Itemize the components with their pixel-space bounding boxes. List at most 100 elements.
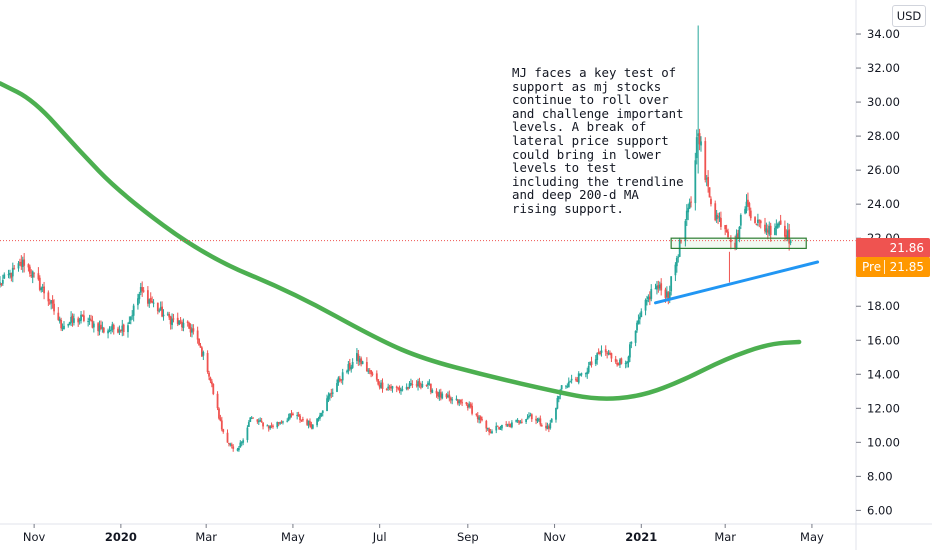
y-tick-label: 10.00 (867, 435, 900, 449)
candle-body (515, 420, 518, 422)
candle-body (142, 290, 145, 292)
candle-body (179, 321, 182, 323)
candle-body (574, 378, 577, 380)
candle-body (259, 419, 262, 422)
candle-body (644, 299, 647, 311)
candle-body (466, 404, 469, 408)
candle-body (128, 321, 131, 324)
candle-body (196, 330, 199, 340)
y-tick-label: 28.00 (867, 129, 900, 143)
candle-body (171, 318, 173, 326)
candle-body (488, 428, 491, 433)
candle-body (569, 381, 572, 383)
candle-body (624, 363, 627, 365)
candle-body (459, 399, 462, 403)
candle-body (347, 364, 350, 372)
candle-body (587, 366, 590, 373)
candle-body (292, 413, 294, 415)
candle-body (620, 358, 623, 364)
candle-body (438, 391, 441, 398)
candle-body (360, 358, 363, 365)
candle-body (600, 350, 603, 353)
candle-body (152, 302, 155, 304)
candle-body (11, 267, 14, 277)
candle-body (358, 358, 361, 363)
candle-body (560, 385, 563, 390)
candle-body (158, 310, 161, 312)
candle-body (247, 422, 250, 427)
premarket-value: 21.85 (889, 260, 924, 274)
candle-body (30, 274, 33, 277)
candle-body (749, 210, 752, 219)
candle-body (698, 133, 701, 145)
candle-body (594, 359, 597, 364)
candle-body (405, 386, 408, 390)
support-zone-box (670, 237, 807, 249)
candle-body (789, 240, 792, 244)
premarket-separator (884, 260, 885, 274)
candle-body (90, 319, 92, 321)
candle-body (365, 362, 368, 371)
candle-body (729, 239, 732, 243)
candle-body (176, 317, 179, 324)
candle-body (377, 379, 380, 385)
candle-body (260, 420, 263, 423)
candle-body (121, 325, 124, 332)
candle-body (501, 424, 503, 429)
candle-body (222, 429, 225, 432)
candle-body (375, 373, 378, 380)
candle-body (469, 404, 472, 407)
candle-body (27, 264, 30, 268)
candle-body (111, 324, 114, 331)
candle-body (262, 422, 264, 427)
x-tick-label: May (800, 530, 824, 544)
candle-body (63, 325, 65, 330)
candle-body (336, 383, 338, 392)
candle-body (747, 199, 749, 205)
candle-body (496, 425, 499, 427)
candle-body (338, 378, 341, 381)
candle-body (391, 386, 394, 389)
candle-body (28, 266, 31, 274)
candle-body (408, 383, 411, 388)
candle-body (43, 286, 45, 294)
candle-body (395, 386, 398, 388)
candle-body (348, 362, 351, 369)
x-tick-label: Nov (23, 530, 46, 544)
candle-body (590, 361, 593, 365)
candle-body (744, 208, 746, 214)
candle-body (665, 291, 668, 298)
candle-body (48, 302, 51, 304)
currency-button[interactable]: USD (892, 5, 926, 27)
candle-body (13, 268, 16, 270)
candle-body (489, 431, 492, 433)
candle-body (687, 207, 690, 213)
y-tick-label: 24.00 (867, 197, 900, 211)
candle-body (545, 425, 547, 429)
candle-body (735, 234, 738, 249)
candle-body (351, 362, 354, 368)
candle-body (240, 442, 243, 444)
x-tick-label: Jul (372, 530, 387, 544)
candle-body (321, 410, 324, 413)
candle-body (535, 418, 537, 421)
candle-body (708, 187, 711, 198)
candle-body (141, 287, 144, 292)
x-tick-label: 2021 (625, 530, 657, 544)
candle-body (108, 330, 111, 332)
candle-body (139, 287, 142, 293)
candle-body (657, 285, 660, 289)
candle-body (151, 301, 154, 303)
candle-body (684, 221, 687, 242)
candle-body (785, 235, 788, 240)
candle-body (677, 256, 680, 258)
candle-body (310, 424, 313, 428)
candle-body (557, 396, 560, 400)
candle-body (664, 289, 667, 298)
candle-body (584, 373, 587, 375)
candle-body (357, 354, 360, 362)
candle-body (547, 426, 550, 429)
candle-body (567, 381, 570, 388)
